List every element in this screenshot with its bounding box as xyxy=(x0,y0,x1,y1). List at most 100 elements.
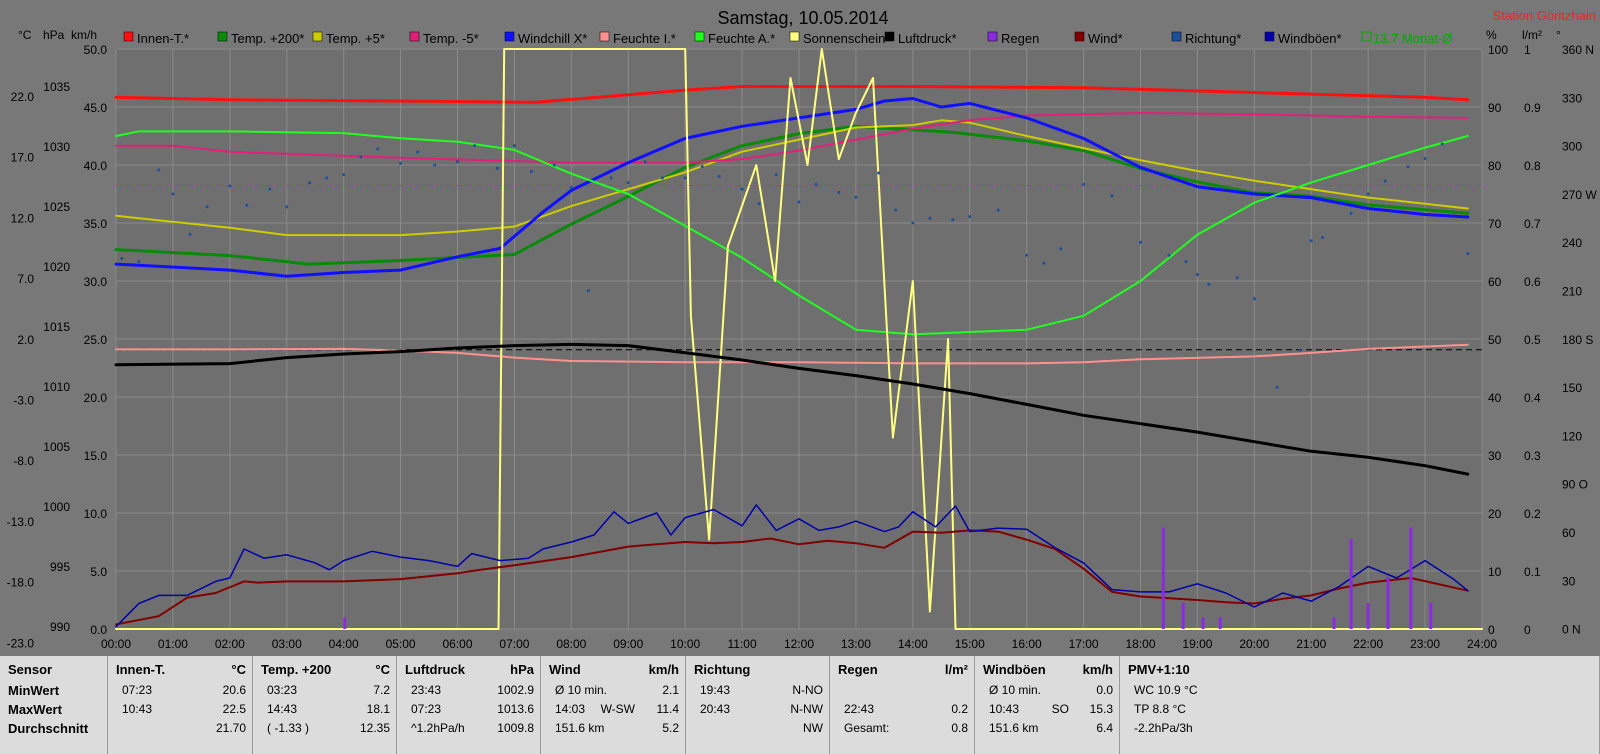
percent-axis-tick: 100 xyxy=(1488,43,1508,57)
direction-point xyxy=(456,160,459,164)
percent-axis-tick: 50 xyxy=(1488,333,1502,347)
stat-row: 03:23 7.2 xyxy=(261,683,390,701)
stat-box: PMV+1:10 WC 10.9 °C TP 8.8 °C -2.2hPa/3h xyxy=(1120,656,1600,754)
percent-axis-tick: 30 xyxy=(1488,449,1502,463)
stat-title: Sensor xyxy=(8,662,53,677)
series-windb-en- xyxy=(115,504,1469,628)
percent-axis-tick: 20 xyxy=(1488,507,1502,521)
pressure-axis-tick: 1030 xyxy=(43,140,70,154)
x-axis-tick: 23:00 xyxy=(1410,637,1440,651)
stat-row: 20:43 N-NW xyxy=(694,702,823,720)
legend-label: Temp. +200* xyxy=(231,31,304,46)
direction-point xyxy=(1184,260,1188,264)
stat-value: 0.8 xyxy=(951,721,968,735)
direction-point xyxy=(308,181,312,185)
series-luftdruck- xyxy=(114,342,1470,476)
stat-row: Durchschnitt xyxy=(8,721,101,739)
series-innen-t- xyxy=(114,85,1470,104)
temp-axis-tick: -3.0 xyxy=(13,394,34,408)
direction-point xyxy=(473,144,477,148)
percent-axis-tick: 70 xyxy=(1488,217,1502,231)
stat-row: 10:43 22.5 xyxy=(116,702,246,720)
direction-point xyxy=(911,221,915,225)
stat-row: NW xyxy=(694,721,823,739)
stat-label: 07:23 xyxy=(122,683,153,697)
legend-label: Feuchte I.* xyxy=(613,31,676,46)
legend-label: Windböen* xyxy=(1278,31,1342,46)
stat-value: NW xyxy=(803,721,823,735)
stat-value: 1002.9 xyxy=(497,683,534,697)
direction-point xyxy=(137,260,141,264)
stat-value: 21.70 xyxy=(215,721,246,735)
x-axis-tick: 20:00 xyxy=(1239,637,1269,651)
rain-unit-label: l/m² xyxy=(1522,28,1542,42)
stat-value: 7.2 xyxy=(373,683,390,697)
speed-axis-tick: 20.0 xyxy=(84,391,108,405)
speed-axis-tick: 35.0 xyxy=(84,217,108,231)
direction-point xyxy=(120,256,124,260)
legend-swatch xyxy=(217,31,228,42)
rain-axis-tick: 0.7 xyxy=(1524,217,1541,231)
stat-row: 151.6 km 5.2 xyxy=(549,721,679,739)
stat-row: 22:43 0.2 xyxy=(838,702,968,720)
direction-point xyxy=(1298,348,1302,352)
stat-unit: °C xyxy=(231,662,246,677)
stat-title: Regen xyxy=(838,662,878,677)
stat-value: N-NW xyxy=(790,702,823,716)
temp-axis-tick: -18.0 xyxy=(7,576,35,590)
direction-point xyxy=(433,163,437,167)
stat-unit: km/h xyxy=(648,662,679,677)
legend-swatch xyxy=(123,31,134,42)
weather-chart: Samstag, 10.05.2014 Station Göritzhain °C h… xyxy=(7,8,1598,651)
direction-point xyxy=(797,200,801,204)
stat-header: Richtung xyxy=(694,662,823,680)
legend-label: Richtung* xyxy=(1185,31,1241,46)
legend-swatch xyxy=(504,31,515,42)
stat-unit: hPa xyxy=(510,662,534,677)
legend-swatch xyxy=(694,31,705,42)
stat-row: Ø 10 min. 2.1 xyxy=(549,683,679,701)
direction-point xyxy=(609,176,613,180)
percent-axis-tick: 40 xyxy=(1488,391,1502,405)
rain-bar xyxy=(1386,576,1390,629)
stat-title: Wind xyxy=(549,662,581,677)
direction-point xyxy=(854,195,858,199)
rain-bar xyxy=(1429,602,1433,629)
stat-box: Temp. +200 °C 03:23 7.2 14:43 18.1 ( -1.33 ) 12… xyxy=(253,656,397,754)
direction-axis-tick: 120 xyxy=(1562,429,1582,443)
grid xyxy=(115,48,1483,630)
direction-point xyxy=(928,216,932,220)
direction-axis-tick: 180 S xyxy=(1562,333,1593,347)
stat-row: MaxWert xyxy=(8,702,101,720)
legend-swatch xyxy=(312,31,323,42)
direction-axis-tick: 300 xyxy=(1562,140,1582,154)
rain-axis-tick: 0.3 xyxy=(1524,449,1541,463)
legend-label: Sonnenschein xyxy=(803,31,885,46)
series-line xyxy=(115,504,1469,628)
x-axis-tick: 12:00 xyxy=(784,637,814,651)
temp-unit-label: °C xyxy=(18,28,32,42)
stat-title: PMV+1:10 xyxy=(1128,662,1190,677)
stat-box: Regen l/m² 22:43 0.2 Gesamt: 0.8 xyxy=(830,656,975,754)
legend-label: Windchill X* xyxy=(518,31,587,46)
rain-bar xyxy=(1218,617,1222,629)
legend-label: Wind* xyxy=(1088,31,1123,46)
stat-value: 2.1 xyxy=(662,683,679,697)
series-sonnenschein xyxy=(115,48,1483,630)
x-axis-tick: 19:00 xyxy=(1182,637,1212,651)
x-axis-tick: 00:00 xyxy=(101,637,131,651)
stat-value: 11.4 xyxy=(656,702,679,716)
speed-axis-tick: 15.0 xyxy=(84,449,108,463)
stat-unit: km/h xyxy=(1082,662,1113,677)
stat-row: -2.2hPa/3h xyxy=(1128,721,1593,739)
stat-value: 12.35 xyxy=(359,721,390,735)
x-axis-tick: 13:00 xyxy=(841,637,871,651)
stat-header: Sensor xyxy=(8,662,101,680)
pressure-axis-tick: 1015 xyxy=(43,320,70,334)
series-temp-5- xyxy=(115,112,1469,164)
direction-point xyxy=(325,176,329,180)
direction-point xyxy=(586,289,590,293)
stat-value: 20.6 xyxy=(222,683,246,697)
direction-point xyxy=(626,181,630,185)
rain-axis-tick: 0.6 xyxy=(1524,275,1541,289)
